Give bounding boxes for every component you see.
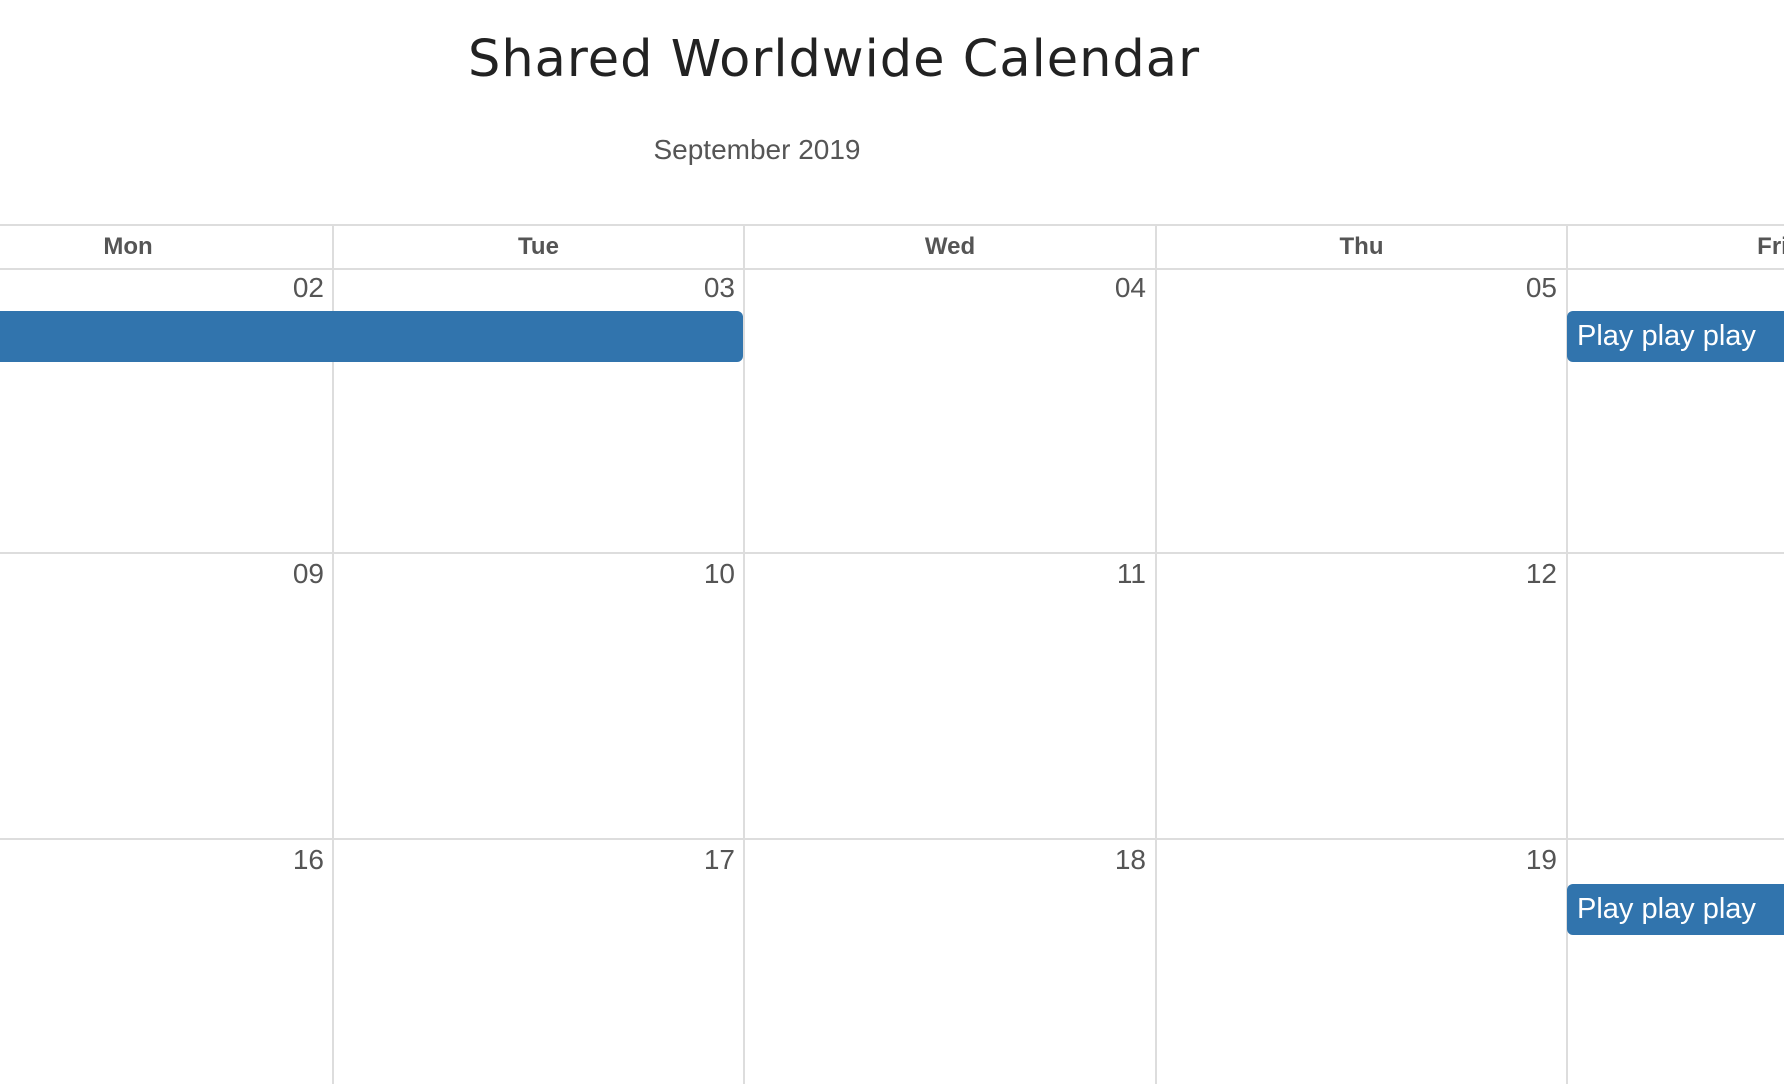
day-number[interactable]: 16: [292, 844, 324, 875]
weekday-mon: Mon: [103, 233, 153, 260]
grid-column-divider: [332, 224, 334, 1084]
calendar-event[interactable]: Play play play: [1567, 311, 1784, 362]
weekday-thu: Thu: [1339, 233, 1384, 260]
day-number[interactable]: 17: [703, 844, 735, 875]
grid-column-divider: [1566, 224, 1568, 1084]
grid-row-divider: [0, 838, 1784, 840]
weekday-fri: Fri: [1757, 233, 1784, 260]
page-title: Shared Worldwide Calendar: [467, 30, 1201, 89]
weekday-wed: Wed: [924, 233, 976, 260]
calendar-event[interactable]: [0, 311, 743, 362]
weekday-tue: Tue: [518, 233, 559, 260]
grid-row-divider: [0, 552, 1784, 554]
day-number[interactable]: 11: [1116, 558, 1146, 589]
day-number[interactable]: 10: [703, 558, 735, 589]
day-number[interactable]: 05: [1525, 272, 1557, 303]
day-number[interactable]: 03: [703, 272, 735, 303]
day-number[interactable]: 19: [1525, 844, 1557, 875]
weekday-header: Mon Tue Wed Thu Fri: [0, 224, 1784, 270]
month-label: September 2019: [653, 134, 861, 165]
calendar-event[interactable]: Play play play: [1567, 884, 1784, 935]
day-number[interactable]: 04: [1114, 272, 1146, 303]
day-number[interactable]: 12: [1525, 558, 1557, 589]
grid-column-divider: [1155, 224, 1157, 1084]
day-number[interactable]: 09: [292, 558, 324, 589]
grid-column-divider: [743, 224, 745, 1084]
day-number[interactable]: 18: [1114, 844, 1146, 875]
day-number[interactable]: 02: [292, 272, 324, 303]
